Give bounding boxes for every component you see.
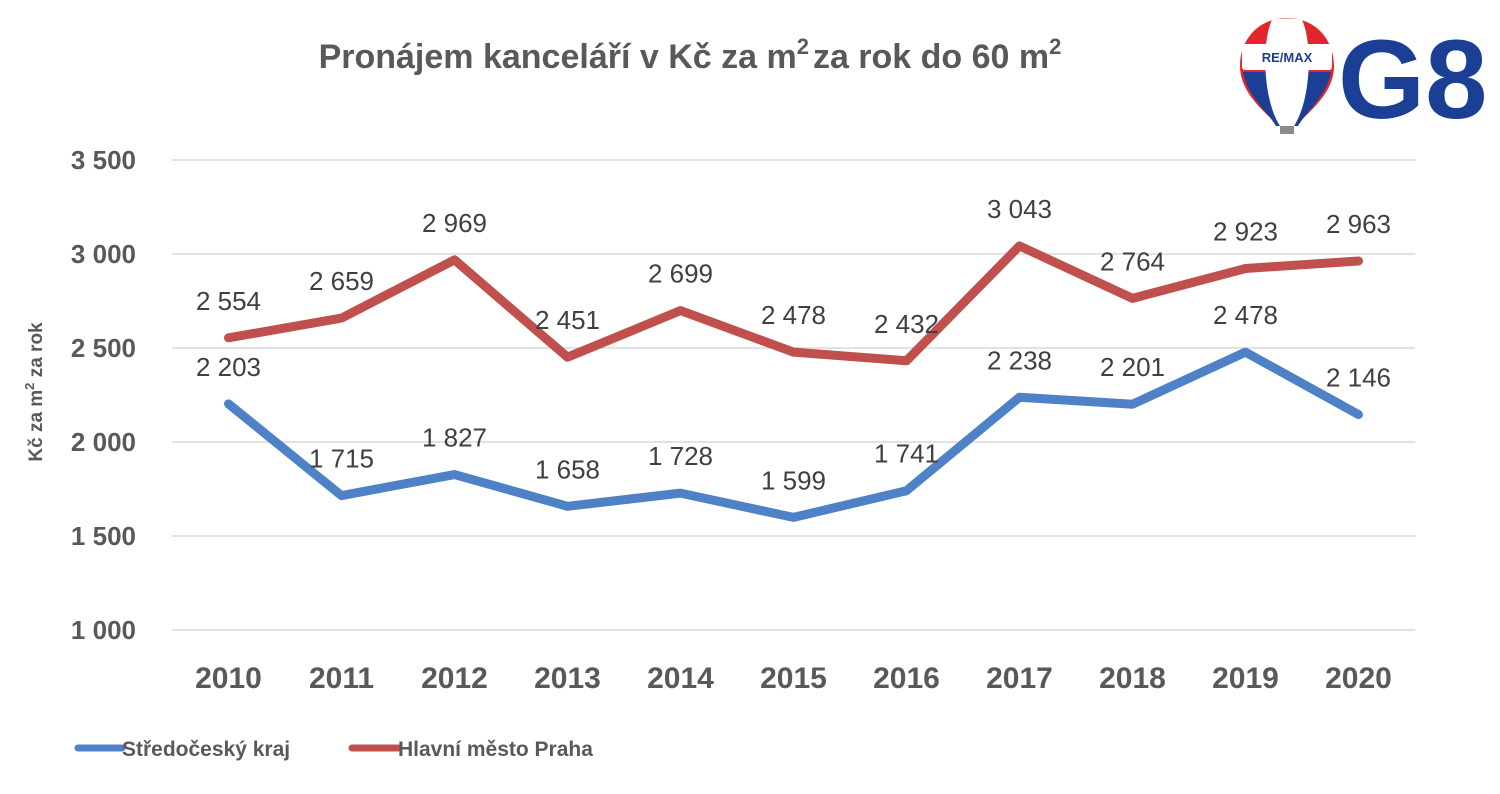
y-tick-label: 1 500 [71, 521, 136, 551]
data-label: 1 658 [535, 454, 600, 484]
g8-logo: G8 [1338, 17, 1487, 142]
data-label: 2 969 [422, 208, 487, 238]
data-label: 2 451 [535, 305, 600, 335]
data-label: 2 963 [1326, 209, 1391, 239]
x-tick-label: 2017 [986, 662, 1053, 695]
series-lines [224, 241, 1363, 522]
data-point [1245, 267, 1246, 269]
data-point [1132, 297, 1133, 299]
x-tick-label: 2013 [534, 662, 601, 695]
y-tick-label: 3 500 [71, 145, 136, 175]
y-axis-label: Kč za m2 za rok [22, 322, 47, 462]
remax-band [1242, 44, 1332, 70]
data-label: 3 043 [987, 194, 1052, 224]
y-tick-label: 1 000 [71, 615, 136, 645]
x-tick-label: 2019 [1212, 662, 1279, 695]
data-point [680, 492, 681, 494]
data-point [793, 516, 794, 518]
data-point [1245, 351, 1246, 353]
data-point [228, 337, 229, 339]
x-tick-label: 2018 [1099, 662, 1166, 695]
y-axis-ticks: 1 000 1 500 2 000 2 500 3 000 3 500 [71, 145, 136, 645]
data-point [454, 474, 455, 476]
remax-wordmark: RE/MAX [1262, 50, 1313, 65]
data-point [906, 490, 907, 492]
data-label: 2 764 [1100, 246, 1165, 276]
data-point [1019, 245, 1020, 247]
x-tick-label: 2011 [309, 662, 374, 695]
data-point [567, 356, 568, 358]
data-point [793, 351, 794, 353]
data-labels: 2 203 1 715 1 827 1 658 1 728 1 599 1 741 2 238… [196, 194, 1391, 495]
data-point [341, 495, 342, 497]
data-label: 2 659 [309, 266, 374, 296]
legend-label-praha: Hlavní město Praha [398, 738, 593, 761]
data-label: 2 201 [1100, 352, 1165, 382]
data-label: 2 203 [196, 352, 261, 382]
data-label: 2 554 [196, 286, 261, 316]
data-point [341, 317, 342, 319]
data-point [228, 403, 229, 405]
data-point [1358, 260, 1359, 262]
data-label: 2 432 [874, 309, 939, 339]
data-label: 2 478 [761, 300, 826, 330]
data-label: 1 728 [648, 441, 713, 471]
x-tick-label: 2015 [760, 662, 827, 695]
legend-label-stredocesky: Středočeský kraj [122, 738, 290, 761]
data-point [1132, 403, 1133, 405]
data-point [680, 310, 681, 312]
y-tick-label: 3 000 [71, 239, 136, 269]
x-tick-label: 2010 [195, 662, 262, 695]
data-label: 2 238 [987, 345, 1052, 375]
remax-basket [1280, 126, 1294, 134]
data-label: 1 715 [309, 444, 374, 474]
x-tick-label: 2016 [873, 662, 940, 695]
data-label: 1 741 [874, 439, 939, 469]
y-tick-label: 2 000 [71, 427, 136, 457]
data-point [454, 259, 455, 261]
data-label: 2 923 [1213, 216, 1278, 246]
data-label: 1 827 [422, 423, 487, 453]
x-tick-label: 2012 [421, 662, 488, 695]
data-label: 2 478 [1213, 300, 1278, 330]
data-point [1019, 396, 1020, 398]
y-tick-label: 2 500 [71, 333, 136, 363]
remax-logo: RE/MAX [1240, 18, 1334, 134]
legend-item-stredocesky: Středočeský kraj [74, 738, 290, 761]
legend: Středočeský kraj Hlavní město Praha [74, 738, 593, 761]
data-point [1358, 414, 1359, 416]
data-label: 2 146 [1326, 363, 1391, 393]
gridlines [172, 159, 1415, 631]
chart-title: Pronájem kanceláří v Kč za m2 za rok do 6… [319, 34, 1062, 76]
data-point [906, 360, 907, 362]
data-point [567, 505, 568, 507]
data-label: 1 599 [761, 465, 826, 495]
x-tick-label: 2014 [647, 662, 714, 695]
x-tick-label: 2020 [1325, 662, 1392, 695]
x-axis-ticks: 2010 2011 2012 2013 2014 2015 2016 2017 2018 2019… [195, 662, 1392, 695]
data-label: 2 699 [648, 259, 713, 289]
legend-item-praha: Hlavní město Praha [348, 738, 593, 761]
